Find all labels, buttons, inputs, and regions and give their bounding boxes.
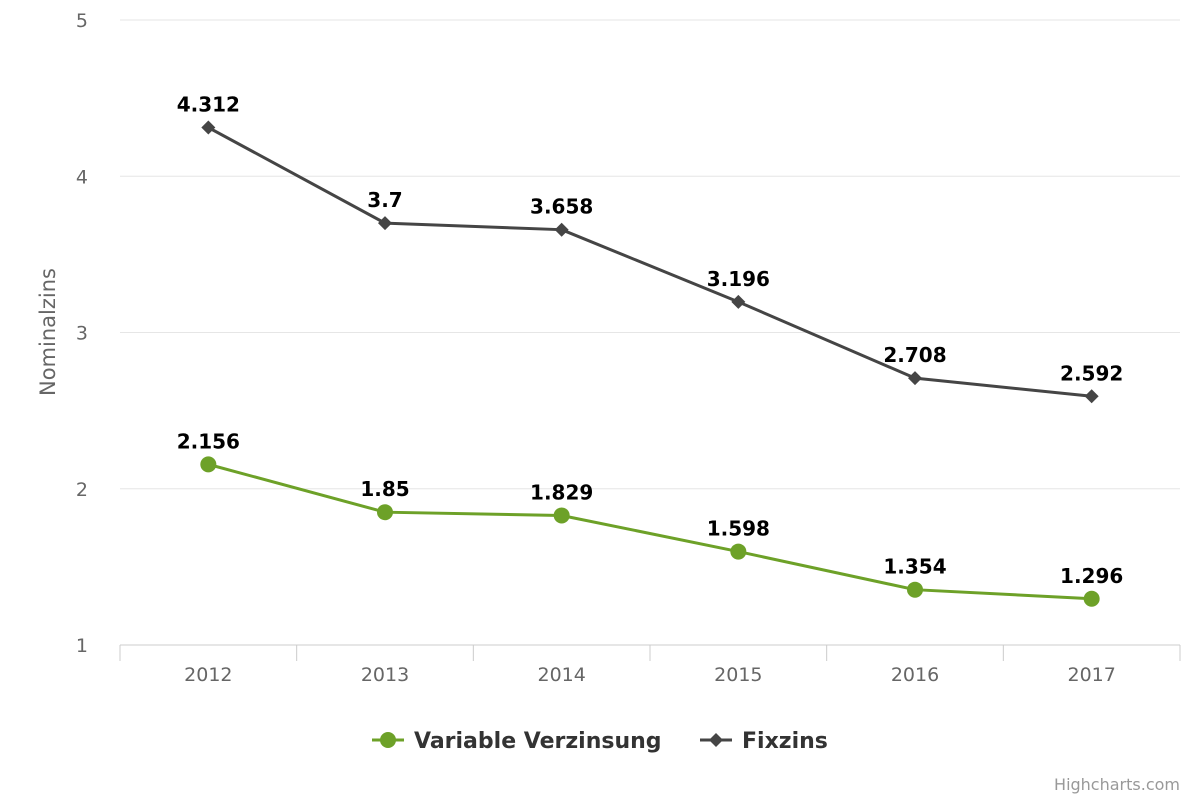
- data-label: 3.7: [367, 188, 402, 212]
- data-point[interactable]: [908, 371, 922, 386]
- data-point[interactable]: [907, 581, 923, 598]
- y-tick-label: 5: [76, 10, 88, 32]
- legend-item[interactable]: Fixzins: [700, 729, 828, 754]
- data-label: 4.312: [177, 93, 240, 117]
- x-axis: 2012 2013 2014 2015 2016 2017: [119, 644, 1181, 686]
- series-line: [207, 126, 1092, 398]
- data-label: 2.708: [883, 343, 946, 367]
- credits-link[interactable]: Highcharts.com: [1054, 775, 1180, 794]
- data-labels: 2.156 1.85 1.829 1.598 1.354 1.296 4.312 3.7 3.6…: [177, 93, 1124, 588]
- data-point[interactable]: [1083, 590, 1100, 607]
- data-point[interactable]: [1084, 389, 1099, 404]
- legend-marker[interactable]: [709, 733, 723, 747]
- data-label: 1.354: [883, 555, 946, 579]
- y-axis-title: Nominalzins: [36, 268, 60, 396]
- series-line: [207, 462, 1092, 601]
- data-point[interactable]: [377, 504, 393, 521]
- x-tick-label: 2015: [714, 664, 762, 686]
- legend: Variable Verzinsung Fixzins: [372, 729, 828, 754]
- y-tick-label: 4: [76, 166, 88, 188]
- data-point[interactable]: [730, 543, 747, 560]
- x-tick-label: 2012: [184, 664, 232, 686]
- series-circle: [200, 456, 1100, 607]
- data-label: 3.658: [530, 195, 593, 219]
- y-axis-ticks: 1 2 3 4 5: [76, 10, 88, 657]
- data-label: 3.196: [707, 267, 770, 291]
- x-tick-label: 2016: [891, 664, 939, 686]
- y-tick-label: 3: [76, 323, 88, 345]
- y-tick-label: 2: [76, 479, 88, 501]
- x-tick-label: 2017: [1067, 664, 1115, 686]
- legend-label: Variable Verzinsung: [414, 729, 662, 754]
- data-point[interactable]: [554, 222, 569, 237]
- data-label: 2.156: [177, 429, 240, 453]
- data-label: 2.592: [1060, 361, 1123, 385]
- series-layer: [200, 120, 1100, 607]
- x-tick-label: 2014: [537, 664, 585, 686]
- data-point[interactable]: [731, 294, 746, 309]
- y-tick-label: 1: [76, 635, 88, 657]
- legend-marker[interactable]: [380, 732, 396, 748]
- series-diamond: [201, 120, 1099, 404]
- grid-lines: [120, 19, 1180, 490]
- data-point[interactable]: [201, 120, 216, 135]
- data-point[interactable]: [553, 507, 570, 524]
- data-label: 1.85: [360, 477, 409, 501]
- data-label: 1.829: [530, 480, 593, 504]
- legend-item[interactable]: Variable Verzinsung: [372, 729, 662, 754]
- x-tick-label: 2013: [361, 664, 409, 686]
- data-label: 1.296: [1060, 564, 1123, 588]
- data-point[interactable]: [200, 456, 217, 473]
- data-point[interactable]: [378, 216, 392, 231]
- data-label: 1.598: [707, 517, 770, 541]
- legend-label: Fixzins: [742, 729, 828, 754]
